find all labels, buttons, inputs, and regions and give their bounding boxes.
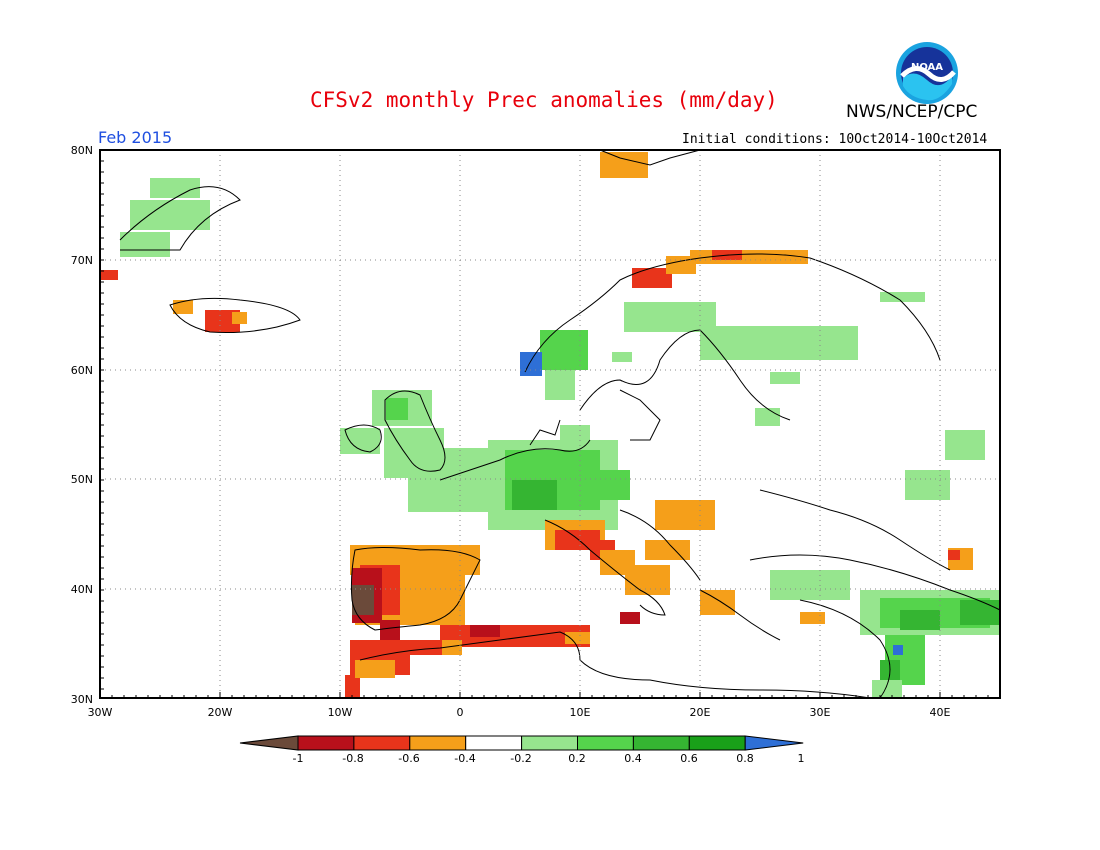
legend-swatch [521, 735, 578, 751]
legend-arrow-high [744, 735, 804, 751]
legend-swatch [577, 735, 634, 751]
legend-label: -0.6 [398, 752, 419, 765]
agency-label: NWS/NCEP/CPC [846, 102, 978, 122]
legend-swatch [465, 735, 523, 751]
lat-label: 50N [71, 473, 93, 486]
lat-label: 40N [71, 583, 93, 596]
legend-label: 1 [798, 752, 805, 765]
lon-label: 10E [570, 706, 591, 719]
lat-label: 30N [71, 693, 93, 706]
legend-label: -0.4 [454, 752, 475, 765]
legend-label: 0.2 [568, 752, 586, 765]
lat-label: 70N [71, 254, 93, 267]
legend-swatch [353, 735, 411, 751]
lon-label: 0 [457, 706, 464, 719]
legend-label: 0.4 [624, 752, 642, 765]
lon-label: 40E [930, 706, 951, 719]
lat-label: 80N [71, 144, 93, 157]
coastlines [119, 149, 1001, 699]
forecast-month: Feb 2015 [98, 128, 173, 147]
legend-label: 0.8 [736, 752, 754, 765]
lon-label: 20E [690, 706, 711, 719]
legend-label: -0.8 [342, 752, 363, 765]
legend-swatch [632, 735, 690, 751]
chart-title: CFSv2 monthly Prec anomalies (mm/day) [310, 88, 778, 112]
legend-swatch [409, 735, 467, 751]
lat-label: 60N [71, 364, 93, 377]
initial-conditions: Initial conditions: 10Oct2014-10Oct2014 [682, 132, 988, 147]
noaa-logo: NOAA [896, 42, 958, 104]
lon-label: 10W [328, 706, 353, 719]
color-legend [239, 735, 804, 751]
legend-label: 0.6 [680, 752, 698, 765]
lon-label: 30W [88, 706, 113, 719]
logo-text: NOAA [911, 62, 943, 73]
legend-swatch [297, 735, 355, 751]
lon-label: 20W [208, 706, 233, 719]
lon-label: 30E [810, 706, 831, 719]
legend-swatch [688, 735, 746, 751]
legend-label: -0.2 [510, 752, 531, 765]
grid-lines [100, 150, 1000, 698]
legend-label: -1 [293, 752, 304, 765]
anomaly-cells [101, 152, 1000, 698]
legend-arrow-low [239, 735, 299, 751]
map-frame [99, 149, 1001, 699]
